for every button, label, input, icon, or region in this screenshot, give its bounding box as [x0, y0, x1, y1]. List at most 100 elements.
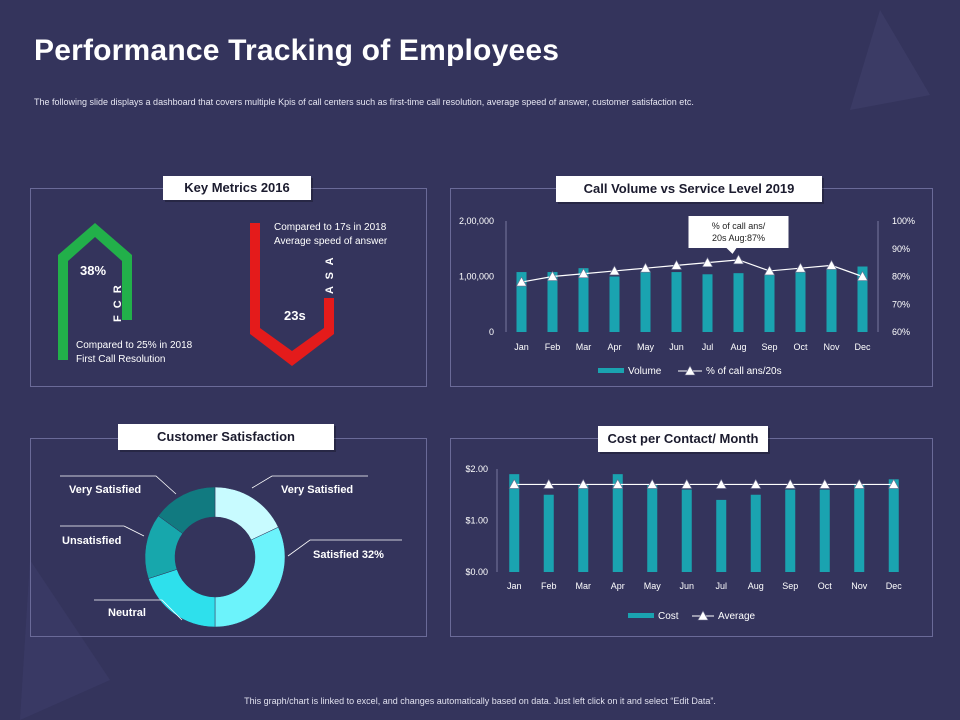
service-level-point	[794, 262, 807, 273]
right-tick-label: 70%	[892, 299, 910, 309]
volume-bar	[640, 270, 651, 332]
service-level-point	[825, 259, 838, 270]
service-level-point	[639, 262, 652, 273]
x-tick-label: Oct	[793, 342, 808, 352]
service-level-point	[608, 265, 621, 276]
fcr-note-line2: First Call Resolution	[76, 354, 166, 365]
page-title: Performance Tracking of Employees	[34, 34, 560, 67]
service-level-point	[670, 259, 683, 270]
y-tick-label: $1.00	[465, 516, 488, 526]
x-tick-label: Jul	[715, 581, 727, 591]
average-point	[888, 478, 900, 489]
cost-bar	[854, 484, 865, 572]
customer-satisfaction-chart: Very Satisfied Satisfied 32% Neutral Unsati…	[60, 475, 402, 628]
volume-bar	[857, 266, 868, 332]
fcr-shape	[58, 223, 132, 360]
x-tick-label: Jul	[702, 342, 714, 352]
pie-slice	[158, 486, 216, 534]
right-tick-label: 80%	[892, 272, 910, 282]
leader-satisfied	[287, 539, 402, 557]
leader-very-satisfied-left	[60, 475, 177, 495]
left-tick-label: 1,00,000	[459, 272, 494, 282]
customer-satisfaction-title: Customer Satisfaction	[118, 424, 334, 450]
legend-pct-marker	[684, 365, 696, 376]
x-tick-label: Oct	[818, 581, 833, 591]
asa-note-line1: Compared to 17s in 2018	[274, 222, 387, 233]
average-point	[577, 478, 589, 489]
cost-bar	[612, 474, 623, 572]
service-level-point	[763, 265, 776, 276]
cost-bar	[785, 489, 796, 572]
volume-bar	[702, 274, 713, 332]
annotation-line2: 20s Aug:87%	[712, 233, 765, 243]
x-tick-label: Dec	[854, 342, 871, 352]
annotation-pointer	[726, 248, 737, 254]
x-tick-label: Jun	[679, 581, 694, 591]
label-neutral: Neutral	[108, 607, 146, 619]
x-tick-label: May	[644, 581, 662, 591]
y-tick-label: $0.00	[465, 567, 488, 577]
asa-value: 23s	[284, 308, 306, 323]
average-point	[853, 478, 865, 489]
volume-bar	[516, 272, 527, 332]
legend-volume-label: Volume	[628, 366, 662, 377]
right-tick-label: 90%	[892, 244, 910, 254]
call-volume-title: Call Volume vs Service Level 2019	[556, 176, 822, 202]
call-volume-chart: 0 1,00,000 2,00,000 60% 70% 80% 90% 100% Jan Feb M…	[459, 216, 915, 377]
leader-neutral	[94, 599, 183, 621]
x-tick-label: Apr	[607, 342, 621, 352]
service-level-point	[546, 270, 559, 281]
cost-chart: $0.00 $1.00 $2.00 Jan Feb Mar Apr May Jun Jul Aug S…	[465, 464, 903, 622]
x-tick-label: Jun	[669, 342, 684, 352]
x-tick-label: Mar	[576, 342, 592, 352]
legend-pct-label: % of call ans/20s	[706, 366, 782, 377]
service-level-point	[732, 254, 745, 265]
cost-bar	[819, 489, 830, 572]
leader-unsatisfied	[60, 525, 145, 537]
y-tick-label: $2.00	[465, 464, 488, 474]
label-very-satisfied-left: Very Satisfied	[69, 484, 141, 496]
volume-bar	[795, 270, 806, 332]
cost-bar	[647, 484, 658, 572]
average-point	[819, 478, 831, 489]
cost-bar	[681, 489, 692, 572]
x-tick-label: Aug	[730, 342, 746, 352]
legend-cost-label: Cost	[658, 611, 679, 622]
cost-bar	[888, 479, 899, 572]
pie-slice	[148, 569, 216, 628]
key-metrics-title: Key Metrics 2016	[163, 176, 311, 200]
average-point	[681, 478, 693, 489]
x-tick-label: Sep	[761, 342, 777, 352]
cost-bar	[509, 474, 520, 572]
legend-average-label: Average	[718, 611, 756, 622]
left-tick-label: 2,00,000	[459, 216, 494, 226]
leader-very-satisfied-right	[251, 475, 368, 489]
annotation-line1: % of call ans/	[712, 221, 766, 231]
annotation-box	[688, 216, 789, 248]
service-level-point	[701, 257, 714, 267]
page-subtitle: The following slide displays a dashboard…	[34, 97, 694, 107]
x-tick-label: Feb	[545, 342, 561, 352]
volume-bar	[578, 268, 589, 332]
fcr-note-line1: Compared to 25% in 2018	[76, 340, 193, 351]
label-satisfied: Satisfied 32%	[313, 549, 384, 561]
fcr-value: 38%	[80, 263, 107, 278]
x-tick-label: Nov	[823, 342, 840, 352]
volume-bar	[826, 268, 837, 332]
cost-bar	[750, 494, 761, 572]
footer-note: This graph/chart is linked to excel, and…	[244, 696, 716, 706]
label-unsatisfied: Unsatisfied	[62, 535, 121, 547]
x-tick-label: May	[637, 342, 655, 352]
average-point	[543, 478, 555, 489]
cost-bar	[716, 499, 727, 572]
pie-slice	[214, 526, 286, 628]
average-point	[750, 478, 762, 489]
asa-label: A S A	[324, 255, 336, 294]
average-point	[612, 478, 624, 489]
x-tick-label: Dec	[886, 581, 903, 591]
service-level-point	[856, 270, 869, 281]
cost-title: Cost per Contact/ Month	[598, 426, 768, 452]
left-tick-label: 0	[489, 327, 494, 337]
legend-cost-swatch	[628, 613, 654, 618]
